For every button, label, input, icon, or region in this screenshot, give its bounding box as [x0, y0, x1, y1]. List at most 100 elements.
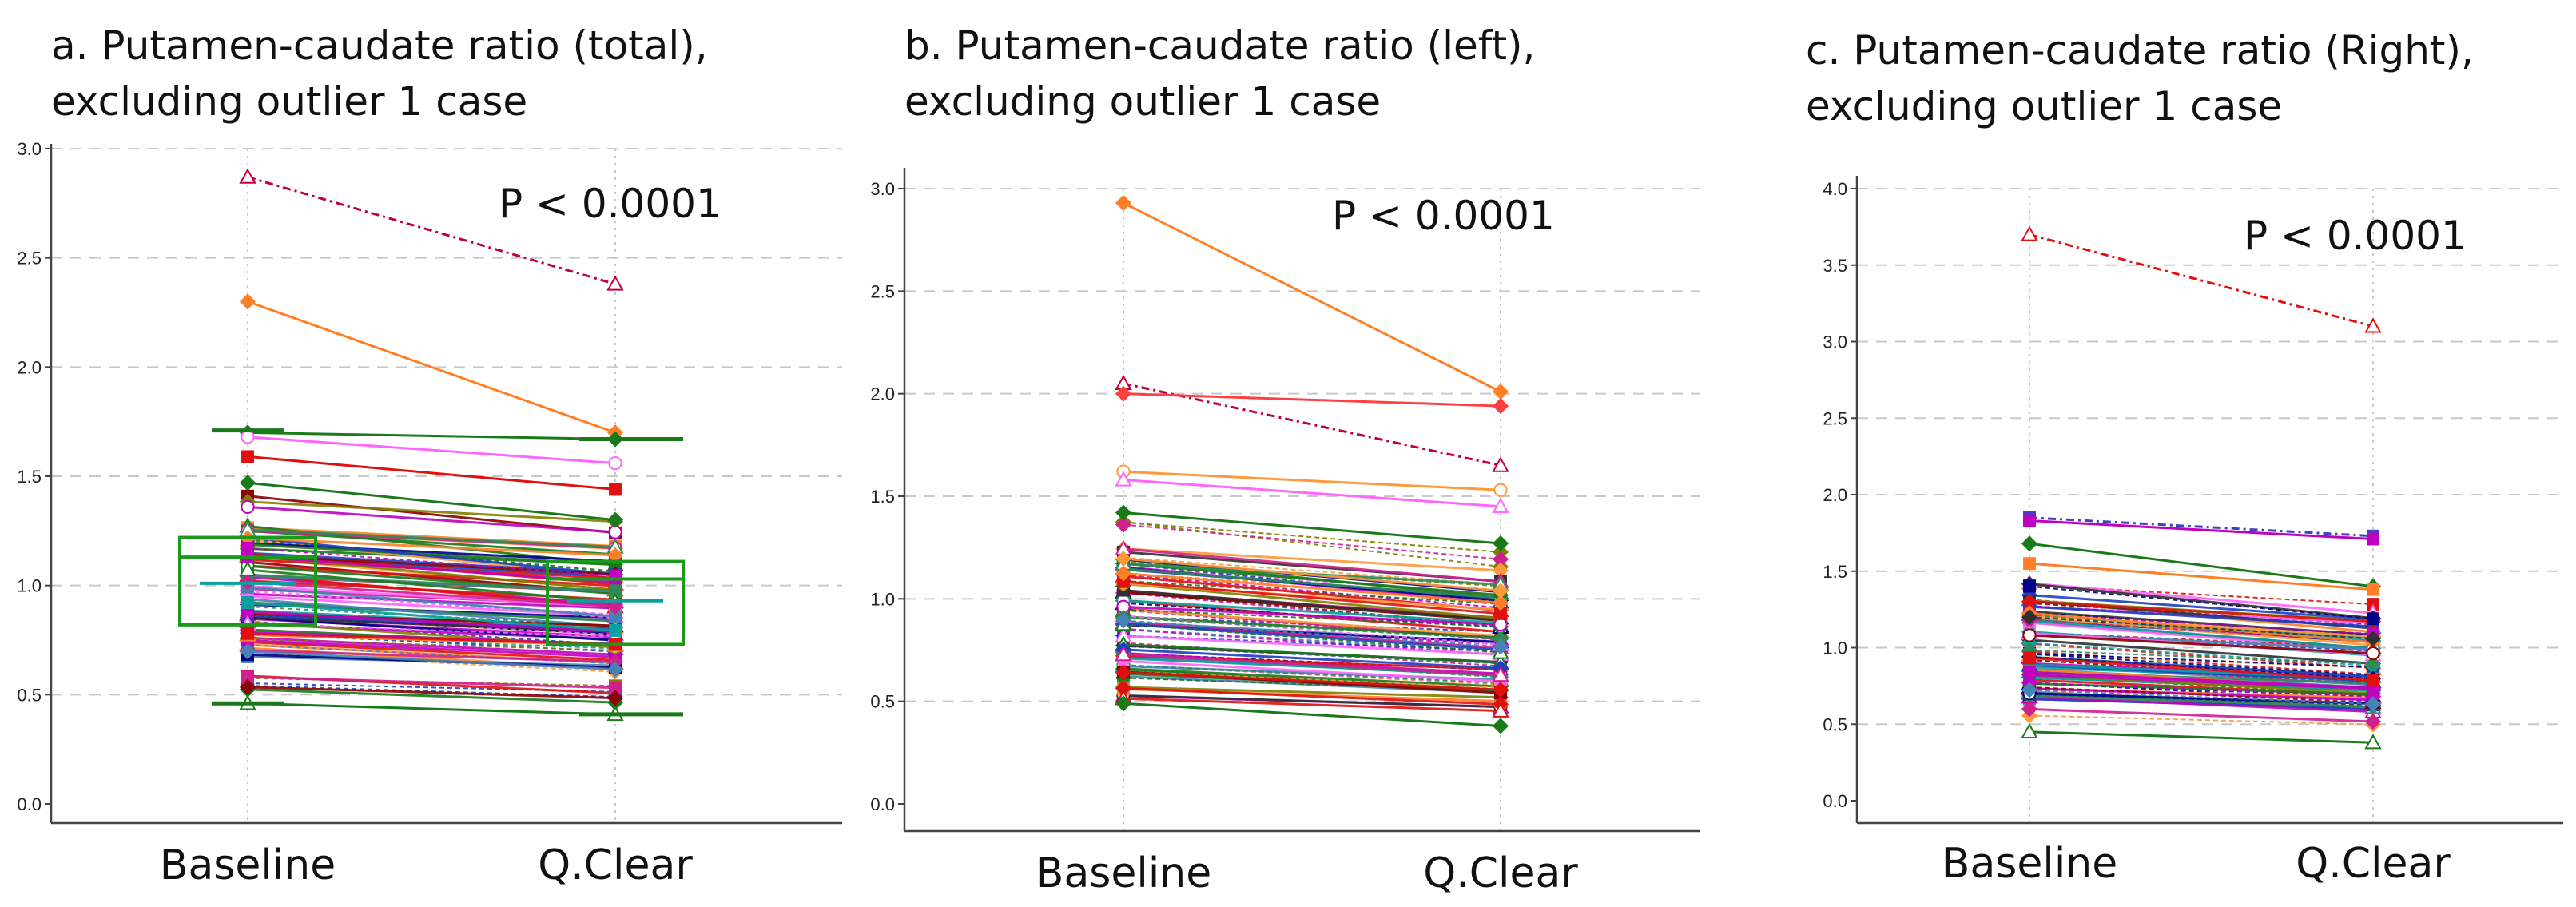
patient-line	[1123, 671, 1501, 691]
patient-line	[1123, 667, 1501, 688]
y-tick-label: 0.5	[17, 685, 42, 705]
p-value-annotation: P < 0.0001	[2244, 213, 2467, 259]
x-category-label: Baseline	[1942, 840, 2117, 888]
highlighted-baseline-point	[239, 293, 256, 310]
highlighted-baseline-point	[2023, 514, 2036, 527]
highlighted-line	[1123, 478, 1501, 508]
highlighted-line	[247, 431, 616, 441]
highlighted-qclear-point	[606, 275, 624, 291]
highlighted-baseline-point	[239, 475, 256, 491]
patient-line	[247, 529, 616, 556]
patient-line	[1123, 571, 1501, 604]
panel-a-plot: 0.0 0.5 1.0 1.5 2.0 2.5 3.0 Baseline Q.Clear P < …	[17, 139, 842, 889]
box	[178, 535, 317, 627]
patient-line	[2029, 594, 2374, 621]
baseline-point	[1115, 612, 1132, 629]
x-category-label: Q.Clear	[538, 841, 693, 889]
baseline-point	[241, 596, 254, 609]
patient-line	[247, 564, 616, 587]
patient-line	[1123, 608, 1501, 628]
panel-b-title: b. Putamen-caudate ratio (left), excludi…	[904, 18, 1535, 129]
patient-line	[2029, 714, 2374, 726]
patient-line	[2029, 695, 2374, 714]
y-tick-label: 2.5	[1823, 408, 1847, 428]
patient-line	[2029, 673, 2374, 690]
patient-line	[247, 649, 616, 663]
highlighted-line	[247, 300, 616, 434]
qclear-point	[1492, 595, 1509, 611]
highlighted-qclear-point	[1492, 456, 1509, 472]
patient-line	[247, 610, 616, 634]
patient-line	[1123, 547, 1501, 583]
patient-line	[1123, 642, 1501, 667]
baseline-point	[1115, 646, 1132, 662]
patient-line	[2029, 605, 2374, 628]
qclear-point	[2364, 695, 2382, 713]
x-category-label: Baseline	[160, 841, 336, 889]
highlighted-line	[1123, 201, 1501, 393]
baseline-point	[1115, 565, 1132, 582]
patient-line	[1123, 623, 1501, 654]
highlighted-baseline-point	[241, 450, 254, 463]
boxplot-baseline	[178, 428, 317, 706]
highlighted-baseline-point	[1115, 471, 1132, 487]
highlighted-line	[247, 455, 616, 491]
highlighted-line	[2029, 516, 2374, 538]
highlighted-baseline-point	[2021, 225, 2038, 241]
panel-a-title: a. Putamen-caudate ratio (total), exclud…	[51, 18, 708, 129]
patient-line	[247, 675, 616, 690]
patient-line	[2029, 686, 2374, 704]
highlighted-baseline-point	[239, 168, 256, 184]
patient-line	[1123, 547, 1501, 572]
patient-line	[2029, 682, 2374, 698]
x-category-label: Q.Clear	[2296, 840, 2451, 888]
highlighted-line	[1123, 702, 1501, 727]
box	[546, 559, 685, 646]
y-tick-label: 1.0	[1823, 638, 1847, 658]
patient-line	[1123, 615, 1501, 639]
y-tick-label: 0.0	[870, 794, 895, 814]
baseline-point	[239, 678, 256, 695]
patient-line	[2029, 600, 2374, 623]
highlighted-qclear-point	[1492, 497, 1509, 514]
series-group	[239, 168, 624, 722]
qclear-point	[609, 623, 622, 637]
highlighted-line	[247, 481, 616, 522]
patient-line	[1123, 697, 1501, 713]
patient-line	[1123, 573, 1501, 609]
qclear-point	[1492, 583, 1509, 599]
qclear-point	[1492, 666, 1509, 682]
patient-line	[247, 547, 616, 577]
boxplot-qclear	[546, 437, 685, 717]
panel-a: a. Putamen-caudate ratio (total), exclud…	[17, 0, 866, 907]
y-tick-label: 2.0	[17, 357, 42, 377]
baseline-point	[239, 643, 256, 660]
patient-line	[2029, 638, 2374, 665]
highlighted-line	[1123, 470, 1501, 491]
patient-line	[1123, 648, 1501, 670]
y-tick-label: 0.0	[17, 794, 42, 814]
panel-c-title-line-1: c. Putamen-caudate ratio (Right),	[1806, 27, 2474, 74]
patient-line	[247, 601, 616, 632]
baseline-point	[2021, 701, 2038, 718]
patient-line	[1123, 617, 1501, 640]
patient-line	[1123, 615, 1501, 633]
highlighted-baseline-point	[1115, 385, 1132, 402]
patient-line	[247, 573, 616, 592]
highlighted-line	[2029, 233, 2374, 328]
y-tick-label: 0.5	[1823, 714, 1847, 734]
baseline-point	[2023, 651, 2036, 665]
patient-line	[247, 638, 616, 658]
patient-line	[2029, 583, 2374, 619]
highlighted-baseline-point	[2023, 557, 2036, 571]
qclear-point	[1492, 682, 1509, 698]
patient-line	[2029, 707, 2374, 723]
patient-line	[2029, 634, 2374, 655]
patient-line	[1123, 580, 1501, 615]
highlighted-qclear-point	[609, 483, 622, 496]
patient-line	[247, 536, 616, 557]
patient-line	[2029, 652, 2374, 669]
patient-line	[247, 528, 616, 549]
highlighted-qclear-point	[1492, 398, 1509, 415]
baseline-point	[2022, 628, 2037, 642]
